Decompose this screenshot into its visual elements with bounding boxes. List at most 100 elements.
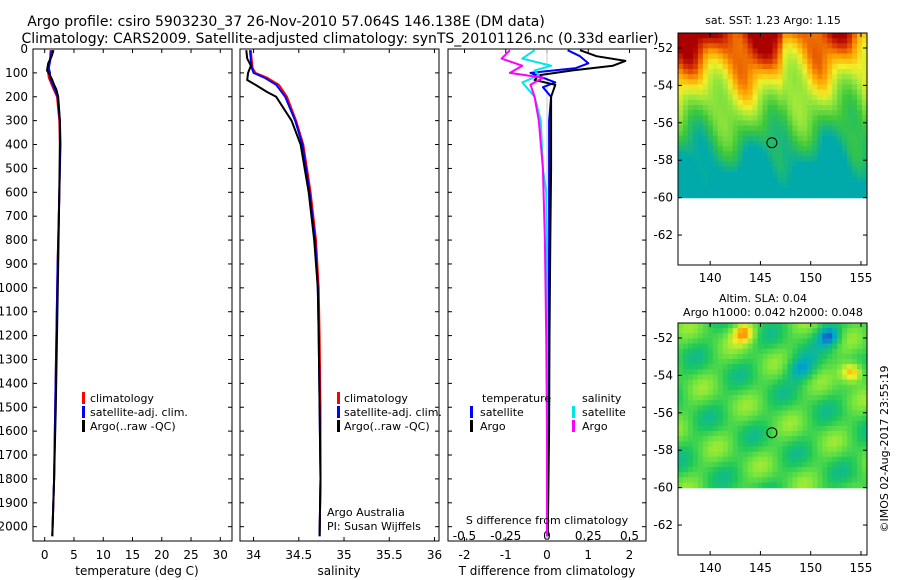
y-tick-label: 100 [5, 66, 28, 80]
map-cell [727, 338, 734, 345]
map-cell [827, 425, 833, 432]
map-cell [837, 48, 843, 55]
map-cell [712, 63, 719, 70]
map-cell [832, 328, 838, 334]
map-cell [702, 105, 709, 111]
series-line-argo-raw-qc- [245, 50, 322, 537]
map-cell [757, 130, 764, 137]
map-cell [822, 359, 828, 365]
map-cell [847, 115, 853, 122]
map-cell [797, 343, 803, 350]
y-tick-label: 900 [5, 257, 28, 271]
map-cell [772, 192, 779, 199]
map-cell [742, 166, 749, 173]
map-cell [692, 410, 699, 417]
map-cell [732, 343, 739, 350]
legend-label-climatology: climatology [344, 392, 408, 405]
map-cell [792, 420, 798, 427]
map-cell [687, 120, 694, 127]
map-cell [822, 410, 828, 417]
map-cell [767, 89, 774, 96]
map-cell [702, 135, 709, 142]
map-cell [852, 63, 858, 70]
map-cell [742, 161, 749, 168]
map-cell [792, 472, 798, 478]
map-cell [727, 420, 734, 427]
map-cell [687, 333, 694, 340]
map-cell [797, 359, 803, 365]
map-cell [857, 389, 863, 396]
map-cell [782, 151, 789, 158]
map-cell [737, 130, 744, 137]
map-cell [797, 389, 803, 396]
x-tick-label: 34 [246, 548, 261, 562]
map-cell [692, 105, 699, 111]
map-cell [797, 156, 803, 163]
map-cell [732, 425, 739, 432]
map-cell [837, 384, 843, 391]
map-cell [687, 69, 694, 75]
map-cell [812, 461, 818, 468]
map-cell [712, 105, 719, 111]
map-cell [807, 120, 813, 127]
map-cell [742, 410, 749, 417]
map-cell [787, 436, 793, 442]
map-cell [777, 99, 784, 106]
map-cell [682, 425, 689, 432]
map-cell [717, 161, 724, 168]
map-cell [682, 141, 689, 147]
map-cell [678, 323, 684, 329]
map-cell [737, 353, 744, 360]
map-cell [842, 63, 848, 70]
map-cell [812, 379, 818, 386]
map-cell [697, 135, 704, 142]
map-cell [722, 359, 729, 365]
map-cell [787, 379, 793, 386]
map-cell [707, 84, 714, 91]
map-cell [847, 415, 853, 422]
map-cell [707, 48, 714, 55]
map-cell [782, 125, 789, 132]
map-cell [692, 395, 699, 401]
map-cell [757, 48, 764, 55]
map-cell [812, 369, 818, 376]
map-cell [792, 405, 798, 412]
map-cell [797, 364, 803, 370]
map-cell [742, 343, 749, 350]
map-cell [842, 359, 848, 365]
map-cell [777, 192, 784, 199]
map-cell [727, 482, 734, 489]
y-tick-label: 1700 [0, 448, 28, 462]
map-cell [797, 69, 803, 75]
legend-label-climatology: climatology [90, 392, 154, 405]
map-cell [702, 461, 709, 468]
map-cell [717, 99, 724, 106]
map-cell [822, 166, 828, 173]
map-cell [862, 94, 868, 101]
map-cell [852, 323, 858, 329]
map-cell [777, 441, 784, 448]
map-cell [712, 456, 719, 463]
map-cell [797, 328, 803, 334]
map-cell [832, 348, 838, 355]
map-cell [707, 379, 714, 386]
y-tick-label: 400 [5, 138, 28, 152]
map-cell [687, 84, 694, 91]
map-cell [772, 146, 779, 152]
map-cell [807, 333, 813, 340]
map-cell [747, 400, 754, 406]
map-cell [777, 405, 784, 412]
map-cell [807, 482, 813, 489]
map-cell [772, 400, 779, 406]
map-cell [727, 389, 734, 396]
map-cell [772, 343, 779, 350]
map-cell [827, 374, 833, 381]
map-cell [817, 63, 823, 70]
map-cell [717, 48, 724, 55]
map-cell [832, 120, 838, 127]
map-cell [747, 166, 754, 173]
map-cell [802, 364, 808, 370]
map-cell [832, 177, 838, 183]
map-cell [822, 89, 828, 96]
map-cell [752, 120, 759, 127]
